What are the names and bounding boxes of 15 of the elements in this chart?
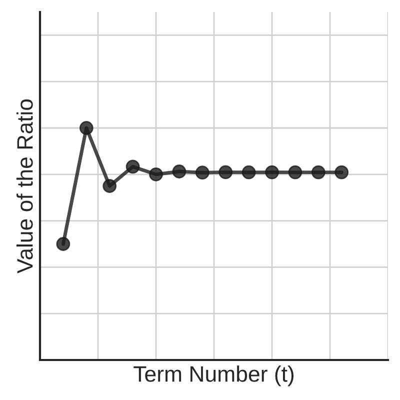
point — [334, 165, 349, 180]
point — [195, 166, 210, 180]
point — [149, 167, 163, 182]
point — [79, 121, 94, 135]
point — [218, 165, 233, 180]
point — [172, 164, 186, 178]
point — [288, 165, 302, 180]
point — [242, 165, 256, 180]
x-axis-title: Term Number (t) — [134, 366, 294, 386]
y-axis-title: Value of the Ratio — [16, 99, 33, 274]
point — [102, 179, 117, 193]
point — [56, 237, 70, 251]
point — [311, 165, 326, 180]
point — [126, 160, 140, 174]
point — [265, 165, 279, 180]
